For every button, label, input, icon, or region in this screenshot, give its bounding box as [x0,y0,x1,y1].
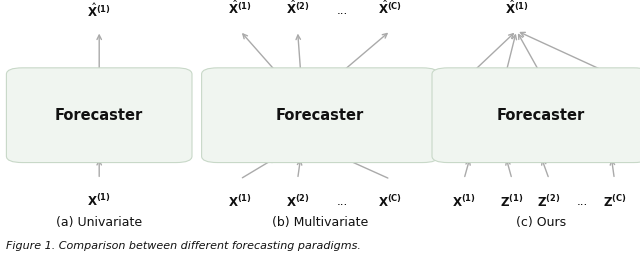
Text: $\mathbf{Z}^{\mathbf{(1)}}$: $\mathbf{Z}^{\mathbf{(1)}}$ [500,195,524,210]
Text: $\mathbf{X}^{\mathbf{(1)}}$: $\mathbf{X}^{\mathbf{(1)}}$ [87,193,111,209]
Text: Forecaster: Forecaster [55,108,143,123]
Text: $\hat{\mathbf{X}}^{\mathbf{(1)}}$: $\hat{\mathbf{X}}^{\mathbf{(1)}}$ [228,0,252,17]
Text: ...: ... [337,195,348,208]
Text: (b) Multivariate: (b) Multivariate [272,216,368,229]
Text: $\mathbf{Z}^{\mathbf{(2)}}$: $\mathbf{Z}^{\mathbf{(2)}}$ [538,195,561,210]
Text: $\mathbf{X}^{\mathbf{(1)}}$: $\mathbf{X}^{\mathbf{(1)}}$ [228,195,252,210]
Text: (a) Univariate: (a) Univariate [56,216,142,229]
Text: $\mathbf{X}^{\mathbf{(2)}}$: $\mathbf{X}^{\mathbf{(2)}}$ [285,195,310,210]
Text: $\mathbf{X}^{\mathbf{(C)}}$: $\mathbf{X}^{\mathbf{(C)}}$ [378,195,403,210]
FancyBboxPatch shape [202,68,438,163]
Text: $\hat{\mathbf{X}}^{\mathbf{(2)}}$: $\hat{\mathbf{X}}^{\mathbf{(2)}}$ [285,0,310,17]
Text: $\hat{\mathbf{X}}^{\mathbf{(C)}}$: $\hat{\mathbf{X}}^{\mathbf{(C)}}$ [378,0,403,17]
Text: $\mathbf{X}^{\mathbf{(1)}}$: $\mathbf{X}^{\mathbf{(1)}}$ [452,195,476,210]
Text: $\hat{\mathbf{X}}^{\mathbf{(1)}}$: $\hat{\mathbf{X}}^{\mathbf{(1)}}$ [87,3,111,20]
Text: ...: ... [337,4,348,17]
Text: $\hat{\mathbf{X}}^{\mathbf{(1)}}$: $\hat{\mathbf{X}}^{\mathbf{(1)}}$ [504,0,529,17]
Text: Forecaster: Forecaster [276,108,364,123]
FancyBboxPatch shape [6,68,192,163]
Text: ...: ... [577,195,588,208]
Text: $\mathbf{Z}^{\mathbf{(C)}}$: $\mathbf{Z}^{\mathbf{(C)}}$ [603,195,626,210]
Text: Figure 1. Comparison between different forecasting paradigms.: Figure 1. Comparison between different f… [6,241,361,251]
Text: (c) Ours: (c) Ours [516,216,566,229]
Text: Forecaster: Forecaster [497,108,585,123]
FancyBboxPatch shape [432,68,640,163]
